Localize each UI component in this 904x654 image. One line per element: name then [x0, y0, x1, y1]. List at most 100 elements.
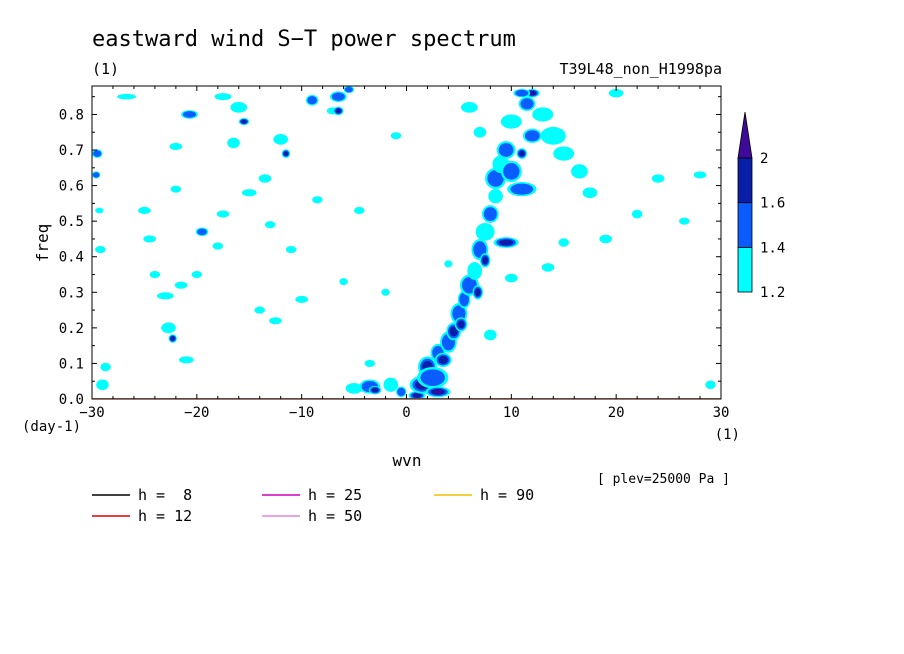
- power-blob-92-level-0: [631, 209, 643, 219]
- colorbar-segment: [737, 202, 753, 248]
- power-blob-33-level-0: [285, 246, 297, 254]
- power-blob-83-level-0: [532, 107, 554, 122]
- level-note: [ plev=25000 Pa ]: [597, 472, 730, 487]
- y-axis-label: freq: [33, 224, 52, 263]
- power-blob-55-level-3: [433, 390, 443, 394]
- power-blob-64-level-0: [467, 262, 482, 280]
- legend-label-h12: h = 12: [138, 507, 192, 525]
- y-tick-label: 0.7: [59, 143, 84, 159]
- power-blob-44-level-0: [381, 288, 390, 296]
- plot-frame: [91, 85, 722, 400]
- chart-title: eastward wind S−T power spectrum: [92, 27, 516, 52]
- power-blob-80-level-1: [520, 98, 534, 110]
- power-blob-101-level-0: [444, 260, 453, 268]
- power-blob-39-level-2: [335, 108, 342, 114]
- power-blob-18-level-0: [191, 270, 203, 279]
- x-tick-label: 10: [503, 405, 520, 421]
- y-tick-label: 0.8: [59, 107, 84, 123]
- power-blob-93-level-0: [651, 174, 665, 183]
- legend-label-h25: h = 25: [308, 486, 362, 504]
- power-blob-32-level-2: [283, 151, 289, 156]
- power-blob-21-level-0: [216, 210, 230, 218]
- power-blob-94-level-0: [679, 217, 690, 225]
- power-blob-46-level-0: [345, 382, 363, 394]
- power-blob-30-level-0: [269, 317, 282, 325]
- power-blob-96-level-0: [705, 380, 716, 390]
- chart-experiment-label: T39L48_non_H1998pa: [559, 60, 722, 78]
- colorbar-segment: [737, 157, 753, 204]
- colorbar-level-label: 1.4: [760, 240, 785, 256]
- power-blob-90-level-0: [599, 234, 612, 244]
- power-blob-38-level-1: [331, 92, 345, 101]
- power-blob-27-level-0: [254, 306, 265, 314]
- power-blob-57-level-2: [438, 355, 448, 364]
- legend-label-h8: h = 8: [138, 486, 192, 504]
- power-blob-43-level-0: [364, 359, 376, 367]
- x-unit-label: (1): [715, 427, 740, 443]
- power-blob-8-level-0: [143, 235, 156, 243]
- power-blob-14-level-0: [169, 142, 183, 151]
- power-blob-16-level-0: [179, 356, 194, 364]
- power-blob-26-level-0: [241, 189, 257, 197]
- power-blob-4-level-0: [96, 379, 109, 391]
- y-tick-label: 0.1: [59, 356, 84, 372]
- power-blob-40-level-0: [339, 278, 348, 286]
- chart-unit-left: (1): [92, 60, 119, 78]
- power-blob-70-level-0: [488, 189, 503, 204]
- colorbar: 1.2 1.4 1.6 2: [737, 111, 785, 301]
- power-blob-41-level-1: [344, 86, 353, 93]
- power-blob-49-level-0: [383, 377, 399, 392]
- y-unit-label: (day-1): [22, 419, 81, 435]
- x-tick-label: −20: [184, 405, 209, 421]
- power-blob-81-level-3: [529, 91, 535, 95]
- power-blob-12-level-2: [170, 336, 176, 341]
- colorbar-level-label: 2: [760, 151, 768, 167]
- power-blob-78-level-1: [524, 130, 540, 142]
- power-blob-24-level-0: [230, 102, 248, 113]
- power-blob-48-level-2: [371, 387, 379, 393]
- power-blob-91-level-0: [608, 88, 624, 98]
- x-tick-label: 0: [402, 405, 410, 421]
- power-blob-22-level-0: [214, 93, 232, 101]
- power-blob-75-level-2: [499, 239, 514, 246]
- power-blob-99-level-0: [484, 329, 497, 341]
- power-blob-69-level-1: [483, 207, 497, 221]
- colorbar-level-label: 1.2: [760, 285, 785, 301]
- power-blob-65-level-2: [474, 288, 481, 297]
- power-blob-89-level-0: [558, 238, 569, 247]
- power-blob-100-level-0: [505, 273, 518, 283]
- x-tick-label: −10: [289, 405, 314, 421]
- power-blob-79-level-0: [500, 114, 522, 129]
- power-blob-35-level-1: [307, 96, 318, 105]
- power-blob-74-level-1: [503, 163, 520, 180]
- power-blob-1-level-1: [92, 172, 100, 178]
- power-blob-6-level-0: [117, 93, 137, 100]
- power-blob-15-level-0: [174, 281, 188, 289]
- power-blob-0-level-1: [93, 150, 102, 157]
- power-blob-28-level-0: [258, 174, 272, 183]
- power-blob-34-level-0: [295, 295, 308, 303]
- power-blob-3-level-0: [95, 246, 106, 254]
- colorbar-top-arrow: [737, 111, 753, 159]
- power-blob-67-level-2: [482, 256, 489, 265]
- legend: h = 8 h = 12 h = 25 h = 50 h = 90: [92, 486, 534, 525]
- power-blob-50-level-1: [397, 387, 406, 397]
- x-tick-label: 20: [608, 405, 625, 421]
- power-blob-45-level-0: [390, 132, 402, 140]
- axis-ticks: −30 −20 −10 0 10 20 30 0.0 0.1 0.2 0.3 0.4 0.5 0.6 0.7…: [59, 86, 730, 421]
- legend-label-h50: h = 50: [308, 507, 362, 525]
- power-blob-87-level-0: [582, 187, 598, 199]
- y-tick-label: 0.0: [59, 392, 84, 408]
- power-blob-25-level-2: [241, 119, 247, 124]
- power-blob-68-level-0: [475, 222, 495, 241]
- power-blob-51-level-2: [412, 393, 422, 398]
- power-blob-10-level-0: [156, 292, 174, 300]
- power-blob-20-level-0: [212, 242, 224, 250]
- power-blob-77-level-2: [518, 150, 525, 157]
- power-blob-86-level-0: [571, 164, 588, 179]
- power-blob-98-level-0: [473, 126, 487, 138]
- power-blob-73-level-1: [498, 143, 514, 157]
- colorbar-level-label: 1.6: [760, 196, 785, 212]
- x-tick-label: 30: [713, 405, 730, 421]
